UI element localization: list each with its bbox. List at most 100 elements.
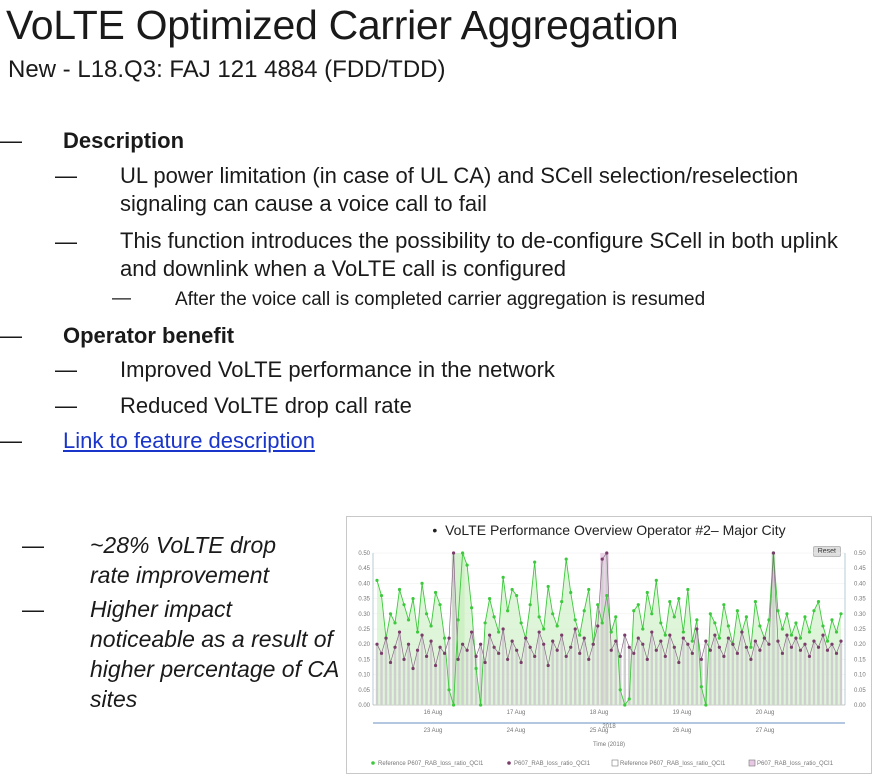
current-bar <box>758 650 762 705</box>
current-point <box>740 630 744 634</box>
current-point <box>717 645 721 649</box>
navigator-tick-label: 27 Aug <box>756 728 775 734</box>
current-bar <box>736 653 739 705</box>
reference-point <box>519 621 523 625</box>
current-point <box>798 648 803 652</box>
current-bar <box>763 638 766 705</box>
current-point <box>379 651 384 655</box>
current-bar <box>537 632 541 705</box>
reference-point <box>623 703 627 707</box>
current-bar <box>565 656 568 705</box>
current-bar <box>632 653 635 705</box>
current-bar <box>601 559 604 705</box>
current-point <box>690 651 694 655</box>
current-bar <box>479 644 482 705</box>
current-bar <box>574 629 577 705</box>
current-point <box>663 654 667 658</box>
reference-point <box>650 612 654 616</box>
current-point <box>406 642 411 646</box>
current-point <box>587 657 591 661</box>
reference-point <box>641 627 645 631</box>
current-point <box>397 630 402 634</box>
current-bar <box>434 665 437 705</box>
x-axis-title: Time (2018) <box>593 742 625 748</box>
reference-point <box>636 603 640 607</box>
reset-zoom-button[interactable]: Reset <box>812 546 841 557</box>
reference-point <box>528 603 532 607</box>
reference-point <box>564 557 568 561</box>
current-bar <box>416 650 419 705</box>
current-point <box>533 654 537 658</box>
slide-subtitle: New - L18.Q3: FAJ 121 4884 (FDD/TDD) <box>8 56 446 83</box>
current-point <box>578 651 582 655</box>
reference-point <box>713 621 717 625</box>
current-point <box>776 639 780 643</box>
reference-point <box>375 578 379 582</box>
chart-plot: 0.00 0.00 0.05 0.05 0.10 0.10 0.15 0.15 0.20 0.20… <box>358 551 866 767</box>
benefit-item-2: Reduced VoLTE drop call rate <box>120 393 412 418</box>
reference-point <box>627 697 631 701</box>
current-bar <box>619 656 622 705</box>
description-heading: Description <box>63 128 185 153</box>
current-bar <box>790 647 793 705</box>
current-bar <box>443 653 446 705</box>
legend-label: P607_RAB_loss_ratio_QCI1 <box>514 761 591 767</box>
reference-point <box>654 578 658 582</box>
reference-point <box>753 600 758 604</box>
current-point <box>744 645 748 649</box>
current-point <box>488 633 492 637</box>
reference-point <box>785 612 789 616</box>
y-tick-label-left: 0.45 <box>358 566 370 572</box>
bullet-dash: — <box>55 163 77 188</box>
current-bar <box>835 653 838 705</box>
current-bar <box>384 638 388 705</box>
reference-point <box>456 618 460 622</box>
reference-point <box>542 627 546 631</box>
current-point <box>726 636 730 640</box>
current-point <box>456 657 460 661</box>
current-bar <box>578 653 581 705</box>
feature-description-link[interactable]: Link to feature description <box>63 428 315 453</box>
current-bar <box>452 553 455 705</box>
current-bar <box>677 662 681 705</box>
current-point <box>528 645 532 649</box>
reference-point <box>483 621 487 625</box>
current-point <box>785 633 789 637</box>
reference-point <box>645 590 649 595</box>
current-bar <box>510 641 514 705</box>
current-point <box>623 633 627 637</box>
current-bar <box>528 647 532 705</box>
current-point <box>402 657 406 661</box>
x-tick-label: 20 Aug <box>756 710 775 716</box>
reference-line <box>376 552 842 706</box>
reference-point <box>479 703 483 707</box>
legend-label: Reference P607_RAB_loss_ratio_QCI1 <box>378 761 484 767</box>
current-bar <box>411 668 415 705</box>
current-bar <box>551 641 554 705</box>
reference-point <box>659 621 663 625</box>
reference-point <box>668 600 672 604</box>
current-point <box>695 627 699 631</box>
reference-point <box>433 590 438 595</box>
current-point <box>465 648 469 652</box>
x-tick-label: 17 Aug <box>507 710 526 716</box>
reference-point <box>803 615 807 619</box>
legend-label: Reference P607_RAB_loss_ratio_QCI1 <box>620 761 726 767</box>
current-point <box>411 666 415 671</box>
reference-point <box>474 666 478 671</box>
current-point <box>681 636 685 640</box>
current-bar <box>664 656 667 705</box>
current-point <box>807 654 812 658</box>
current-point <box>789 645 794 649</box>
reference-point <box>429 624 433 628</box>
reference-point <box>839 612 843 616</box>
bullet-dash: — <box>55 357 77 382</box>
current-bar <box>650 632 653 705</box>
y-tick-label-right: 0.15 <box>854 657 866 663</box>
current-point <box>839 639 843 643</box>
y-tick-label-left: 0.30 <box>358 612 370 618</box>
reference-point <box>686 587 690 592</box>
legend-marker <box>507 761 511 765</box>
current-point <box>708 648 712 652</box>
current-point <box>424 654 429 658</box>
